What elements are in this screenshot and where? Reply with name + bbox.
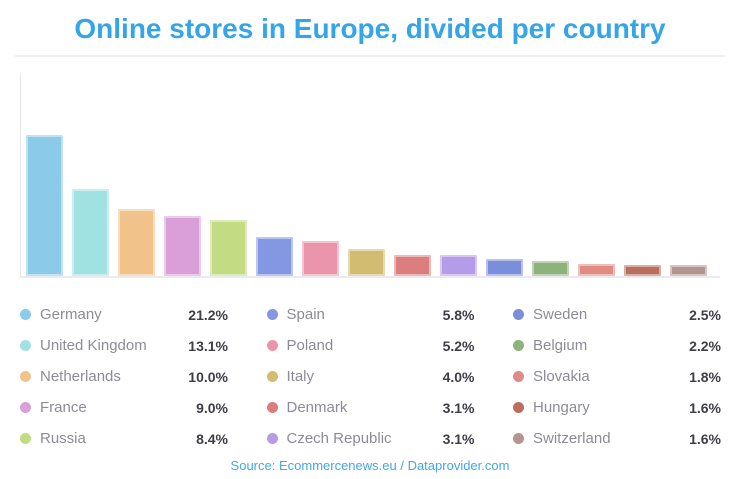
bar-germany [26, 135, 63, 276]
legend-column-3: Sweden 2.5% Belgium 2.2% Slovakia 1.8% Hungary… [508, 299, 721, 454]
bar-sweden [486, 259, 523, 276]
legend-item-spain: Spain 5.8% [262, 299, 475, 330]
legend-item-netherlands: Netherlands 10.0% [15, 361, 228, 392]
bar-chart-plot-area [20, 73, 720, 278]
bar-spain [256, 237, 293, 276]
legend-percentage-value: 3.1% [442, 399, 475, 416]
legend-country-label: Italy [286, 368, 315, 385]
legend-country-label: United Kingdom [40, 337, 147, 354]
legend-color-dot-icon [513, 402, 524, 413]
legend-color-dot-icon [20, 402, 31, 413]
bar-belgium [532, 261, 569, 276]
legend-color-dot-icon [20, 433, 31, 444]
legend-item-czech-republic: Czech Republic 3.1% [262, 423, 475, 454]
legend-country-label: Spain [286, 306, 325, 323]
legend-country-label: Hungary [533, 399, 590, 416]
legend-color-dot-icon [266, 433, 278, 444]
legend-color-dot-icon [266, 309, 278, 320]
bar-hungary [624, 265, 661, 276]
legend-percentage-value: 4.0% [442, 368, 475, 385]
legend-country-label: France [40, 399, 87, 416]
legend-color-dot-icon [20, 340, 31, 351]
legend-color-dot-icon [513, 309, 524, 320]
source-caption: Source: Ecommercenews.eu / Dataprovider.… [230, 458, 510, 473]
bar-czech-republic [440, 255, 477, 276]
legend-color-dot-icon [20, 309, 31, 320]
bar-denmark [394, 255, 431, 276]
bar-russia [210, 220, 247, 276]
legend-percentage-value: 1.6% [689, 430, 721, 447]
legend-item-france: France 9.0% [15, 392, 228, 423]
legend-percentage-value: 8.4% [196, 430, 228, 447]
legend-item-sweden: Sweden 2.5% [508, 299, 721, 330]
legend-country-label: Sweden [533, 306, 588, 323]
legend-percentage-value: 5.8% [442, 306, 475, 323]
legend-color-dot-icon [266, 371, 278, 382]
legend-country-label: Poland [286, 337, 334, 354]
legend-item-germany: Germany 21.2% [15, 299, 228, 330]
legend-percentage-value: 1.8% [689, 368, 721, 385]
legend-item-denmark: Denmark 3.1% [262, 392, 475, 423]
legend-country-label: Slovakia [533, 368, 590, 385]
legend-percentage-value: 3.1% [442, 430, 475, 447]
legend-color-dot-icon [266, 402, 278, 413]
legend-country-label: Switzerland [533, 430, 611, 447]
bar-poland [302, 241, 339, 276]
legend-color-dot-icon [513, 371, 524, 382]
legend-percentage-value: 2.5% [689, 306, 721, 323]
legend-country-label: Belgium [533, 337, 588, 354]
legend-item-belgium: Belgium 2.2% [508, 330, 721, 361]
legend-color-dot-icon [513, 433, 524, 444]
legend-color-dot-icon [20, 371, 31, 382]
bar-switzerland [670, 265, 707, 276]
bar-slovakia [578, 264, 615, 276]
chart-legend: Germany 21.2% United Kingdom 13.1% Netherlan… [15, 299, 721, 454]
legend-item-hungary: Hungary 1.6% [508, 392, 721, 423]
legend-percentage-value: 5.2% [442, 337, 475, 354]
legend-item-slovakia: Slovakia 1.8% [508, 361, 721, 392]
legend-percentage-value: 9.0% [196, 399, 228, 416]
title-divider [15, 55, 725, 57]
chart-title: Online stores in Europe, divided per cou… [74, 13, 666, 44]
bar-italy [348, 249, 385, 276]
legend-item-russia: Russia 8.4% [15, 423, 228, 454]
legend-item-italy: Italy 4.0% [262, 361, 475, 392]
legend-item-poland: Poland 5.2% [262, 330, 475, 361]
bar-france [164, 216, 201, 276]
bar-netherlands [118, 209, 155, 276]
legend-percentage-value: 2.2% [689, 337, 721, 354]
legend-percentage-value: 21.2% [188, 306, 228, 323]
legend-percentage-value: 1.6% [689, 399, 721, 416]
legend-country-label: Czech Republic [286, 430, 392, 447]
legend-country-label: Netherlands [40, 368, 121, 385]
legend-color-dot-icon [513, 340, 524, 351]
legend-item-switzerland: Switzerland 1.6% [508, 423, 721, 454]
legend-country-label: Denmark [286, 399, 348, 416]
bar-united-kingdom [72, 189, 109, 276]
legend-column-1: Germany 21.2% United Kingdom 13.1% Netherlan… [15, 299, 228, 454]
legend-column-2: Spain 5.8% Poland 5.2% Italy 4.0% Denmark 3.1% C… [262, 299, 475, 454]
legend-percentage-value: 10.0% [188, 368, 228, 385]
legend-percentage-value: 13.1% [188, 337, 228, 354]
legend-country-label: Russia [40, 430, 86, 447]
legend-item-united-kingdom: United Kingdom 13.1% [15, 330, 228, 361]
legend-country-label: Germany [40, 306, 102, 323]
legend-color-dot-icon [266, 340, 278, 351]
